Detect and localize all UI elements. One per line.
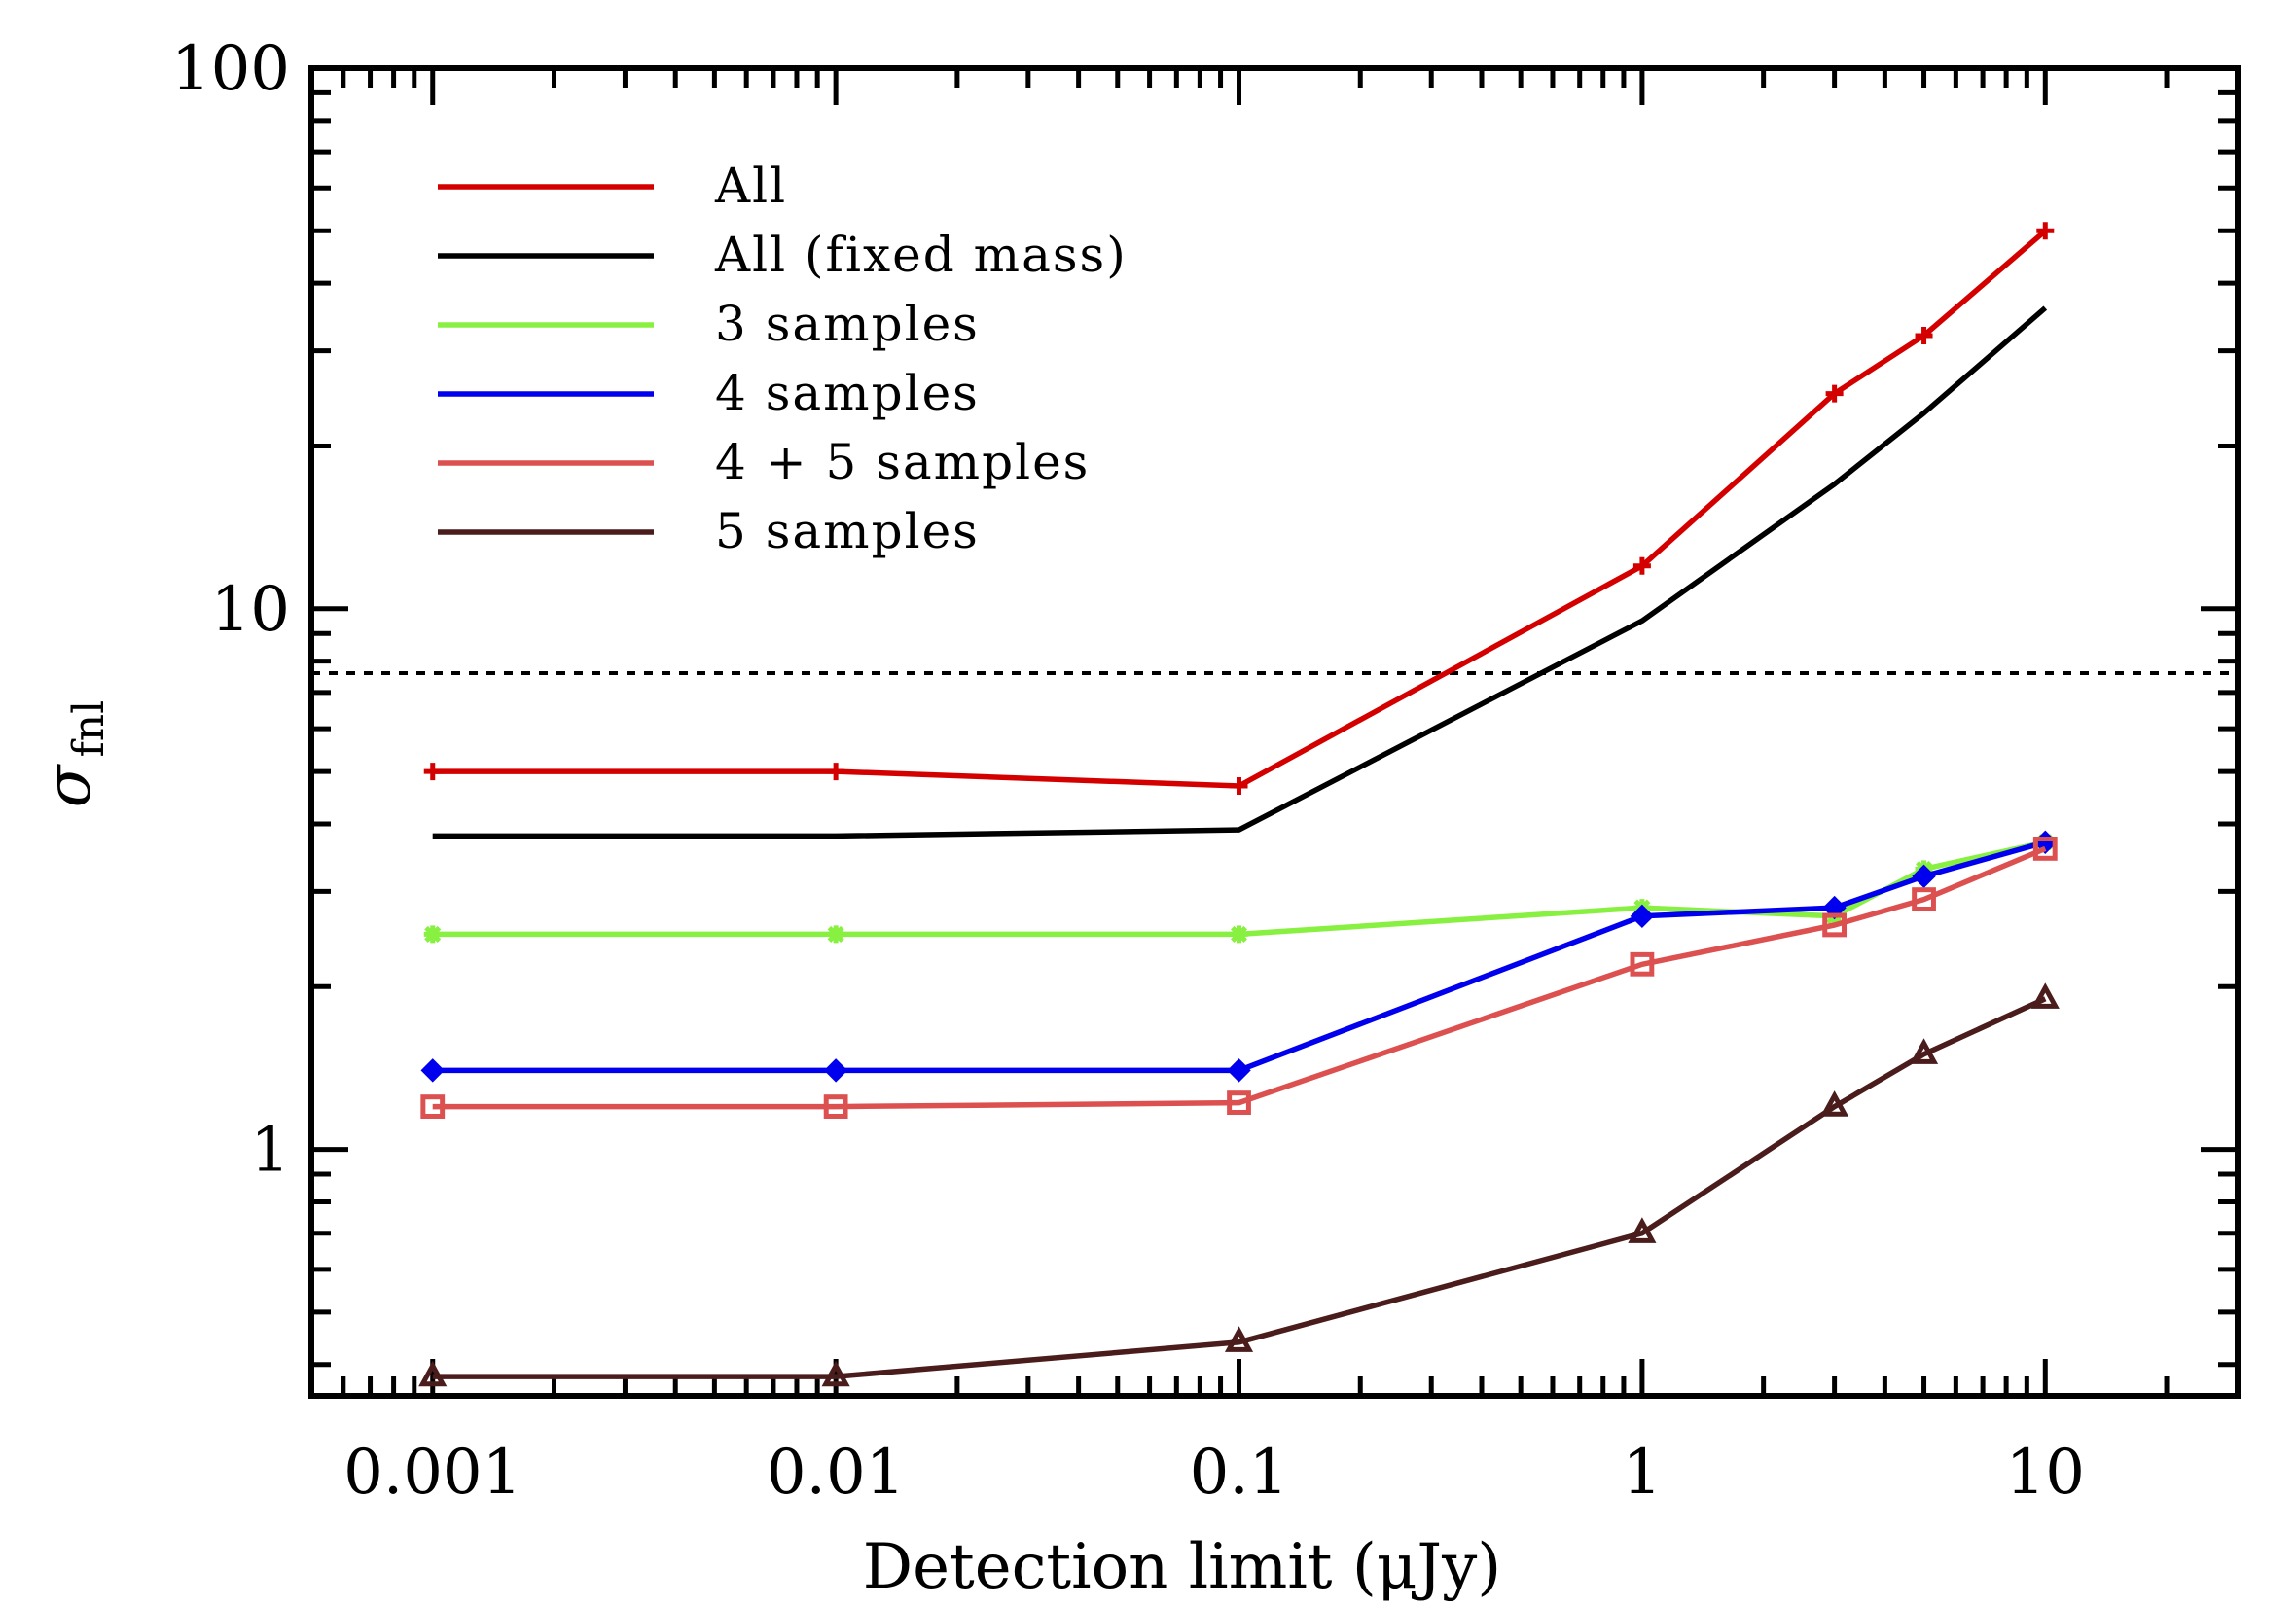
legend-label: All (fixed mass) xyxy=(714,227,1128,283)
series-line xyxy=(432,839,2046,938)
asterisk-marker xyxy=(1230,925,1248,944)
x-tick-label: 1 xyxy=(1623,1437,1663,1509)
series-line xyxy=(432,996,2047,1379)
diamond-marker xyxy=(823,1058,848,1083)
square-marker xyxy=(1630,951,1655,977)
y-axis-label: σ fnl xyxy=(33,700,114,807)
legend-label: All xyxy=(714,158,787,214)
triangle-marker xyxy=(1909,1038,1939,1064)
series-line xyxy=(432,845,2047,1110)
x-axis-label: Detection limit (μJy) xyxy=(863,1531,1501,1603)
legend-label: 4 + 5 samples xyxy=(715,434,1090,490)
legend-label: 3 samples xyxy=(715,296,980,352)
asterisk-marker xyxy=(423,925,442,944)
y-tick-label: 1 xyxy=(250,1115,290,1187)
diamond-marker xyxy=(420,1058,445,1083)
series-4-samples xyxy=(420,830,2058,1083)
plot-border xyxy=(308,65,2241,1399)
square-marker xyxy=(1822,912,1848,938)
plus-marker xyxy=(1230,777,1248,796)
asterisk-marker xyxy=(827,925,845,944)
y-tick-label: 100 xyxy=(171,33,290,105)
legend-label: 5 samples xyxy=(715,503,980,559)
legend-label: 4 samples xyxy=(715,365,980,421)
series-all xyxy=(423,222,2055,796)
y-tick-label: 10 xyxy=(211,574,290,646)
series-line xyxy=(432,305,2048,839)
square-marker xyxy=(823,1094,848,1119)
x-tick-label: 0.1 xyxy=(1190,1437,1289,1509)
diamond-marker xyxy=(1822,895,1847,920)
x-tick-label: 10 xyxy=(2006,1437,2085,1509)
triangle-marker xyxy=(1224,1326,1254,1352)
diamond-marker xyxy=(1912,864,1936,889)
plus-marker xyxy=(1825,384,1844,403)
legend: All All (fixed mass) 3 samples 4 samples 4 +… xyxy=(438,158,1128,559)
series-3-samples xyxy=(423,833,2055,944)
plot-frame xyxy=(308,65,2241,1399)
diamond-marker xyxy=(1227,1058,1251,1083)
plus-marker xyxy=(423,763,442,781)
square-marker xyxy=(1227,1090,1251,1115)
plus-marker xyxy=(1632,556,1651,575)
x-tick-label: 0.01 xyxy=(767,1437,906,1509)
triangle-marker xyxy=(821,1360,850,1387)
series-line xyxy=(432,839,2047,1074)
series-all-fixed-mass xyxy=(432,305,2048,839)
plus-marker xyxy=(827,763,845,781)
square-marker xyxy=(2032,837,2058,861)
series-4-5-samples xyxy=(420,837,2058,1119)
tick-labels: 0.001 0.01 0.1 1 10 1 10 100 xyxy=(171,33,2085,1509)
x-tick-label: 0.001 xyxy=(343,1437,521,1509)
plus-marker xyxy=(2036,222,2055,240)
series-5-samples xyxy=(418,982,2060,1387)
y-axis-label-subscript: fnl xyxy=(64,700,114,758)
triangle-marker xyxy=(2030,982,2060,1009)
diamond-marker xyxy=(1630,904,1655,929)
triangle-marker xyxy=(1628,1217,1657,1243)
series-layer xyxy=(418,222,2060,1387)
triangle-marker xyxy=(418,1360,448,1387)
y-axis-label-symbol: σ xyxy=(33,763,105,807)
axis-ticks xyxy=(308,65,2241,1396)
square-marker xyxy=(1912,887,1936,911)
square-marker xyxy=(420,1094,446,1119)
triangle-marker xyxy=(1820,1090,1849,1117)
plus-marker xyxy=(1915,327,1933,345)
